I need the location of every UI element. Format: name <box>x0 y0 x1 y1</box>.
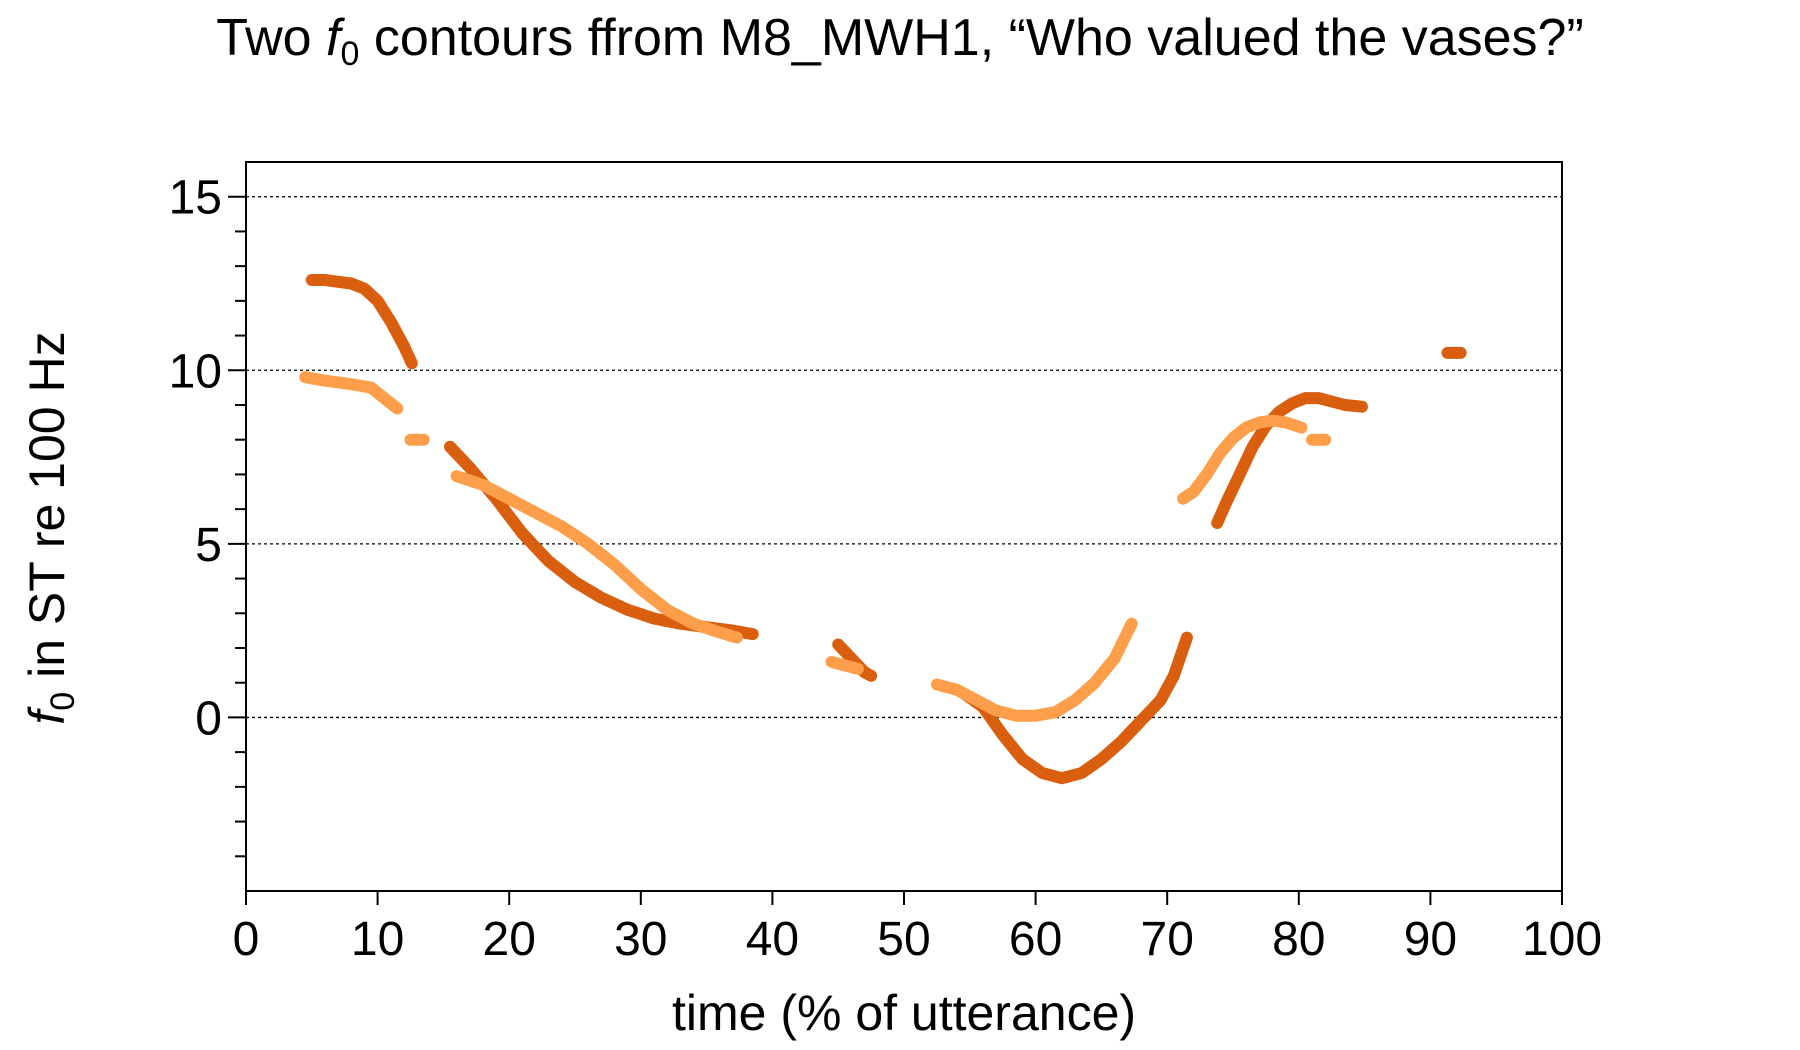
series-1-segment-1 <box>305 274 418 370</box>
x-tick-label-30: 30 <box>614 913 667 966</box>
title-prefix: Two <box>216 9 327 67</box>
plot-frame <box>245 161 1563 892</box>
y-tick-label-15: 15 <box>169 172 222 225</box>
series-1-segment-4 <box>957 631 1193 785</box>
x-tick-label-70: 70 <box>1141 913 1194 966</box>
series-2-segment-1 <box>299 371 404 415</box>
series-1-segment-5 <box>1211 392 1368 529</box>
x-tick-label-80: 80 <box>1272 913 1325 966</box>
x-tick-label-60: 60 <box>1009 913 1062 966</box>
series-2-segment-6 <box>1177 414 1308 505</box>
title-f-symbol: f <box>326 9 341 67</box>
y-tick-label-5: 5 <box>195 519 222 572</box>
series-2-segment-5 <box>930 617 1138 722</box>
title-f-subscript: 0 <box>340 35 360 73</box>
series-2-segment-3 <box>450 470 743 644</box>
x-tick-label-90: 90 <box>1404 913 1457 966</box>
series-2-segment-4 <box>825 655 864 675</box>
chart-title: Two f0 contours ffrom M8_MWH1, “Who valu… <box>0 8 1800 74</box>
x-tick-label-20: 20 <box>483 913 536 966</box>
x-tick-label-100: 100 <box>1522 913 1602 966</box>
y-tick-label-10: 10 <box>169 345 222 398</box>
y-tick-label-0: 0 <box>195 692 222 745</box>
x-axis-label: time (% of utterance) <box>672 985 1136 1041</box>
y-axis-label: f0 in ST re 100 Hz <box>19 331 82 724</box>
title-suffix: contours ffrom M8_MWH1, “Who valued the … <box>359 9 1584 67</box>
x-tick-label-0: 0 <box>233 913 260 966</box>
x-tick-label-40: 40 <box>746 913 799 966</box>
series-1-segment-2 <box>444 440 759 641</box>
x-tick-label-50: 50 <box>877 913 930 966</box>
x-tick-label-10: 10 <box>351 913 404 966</box>
